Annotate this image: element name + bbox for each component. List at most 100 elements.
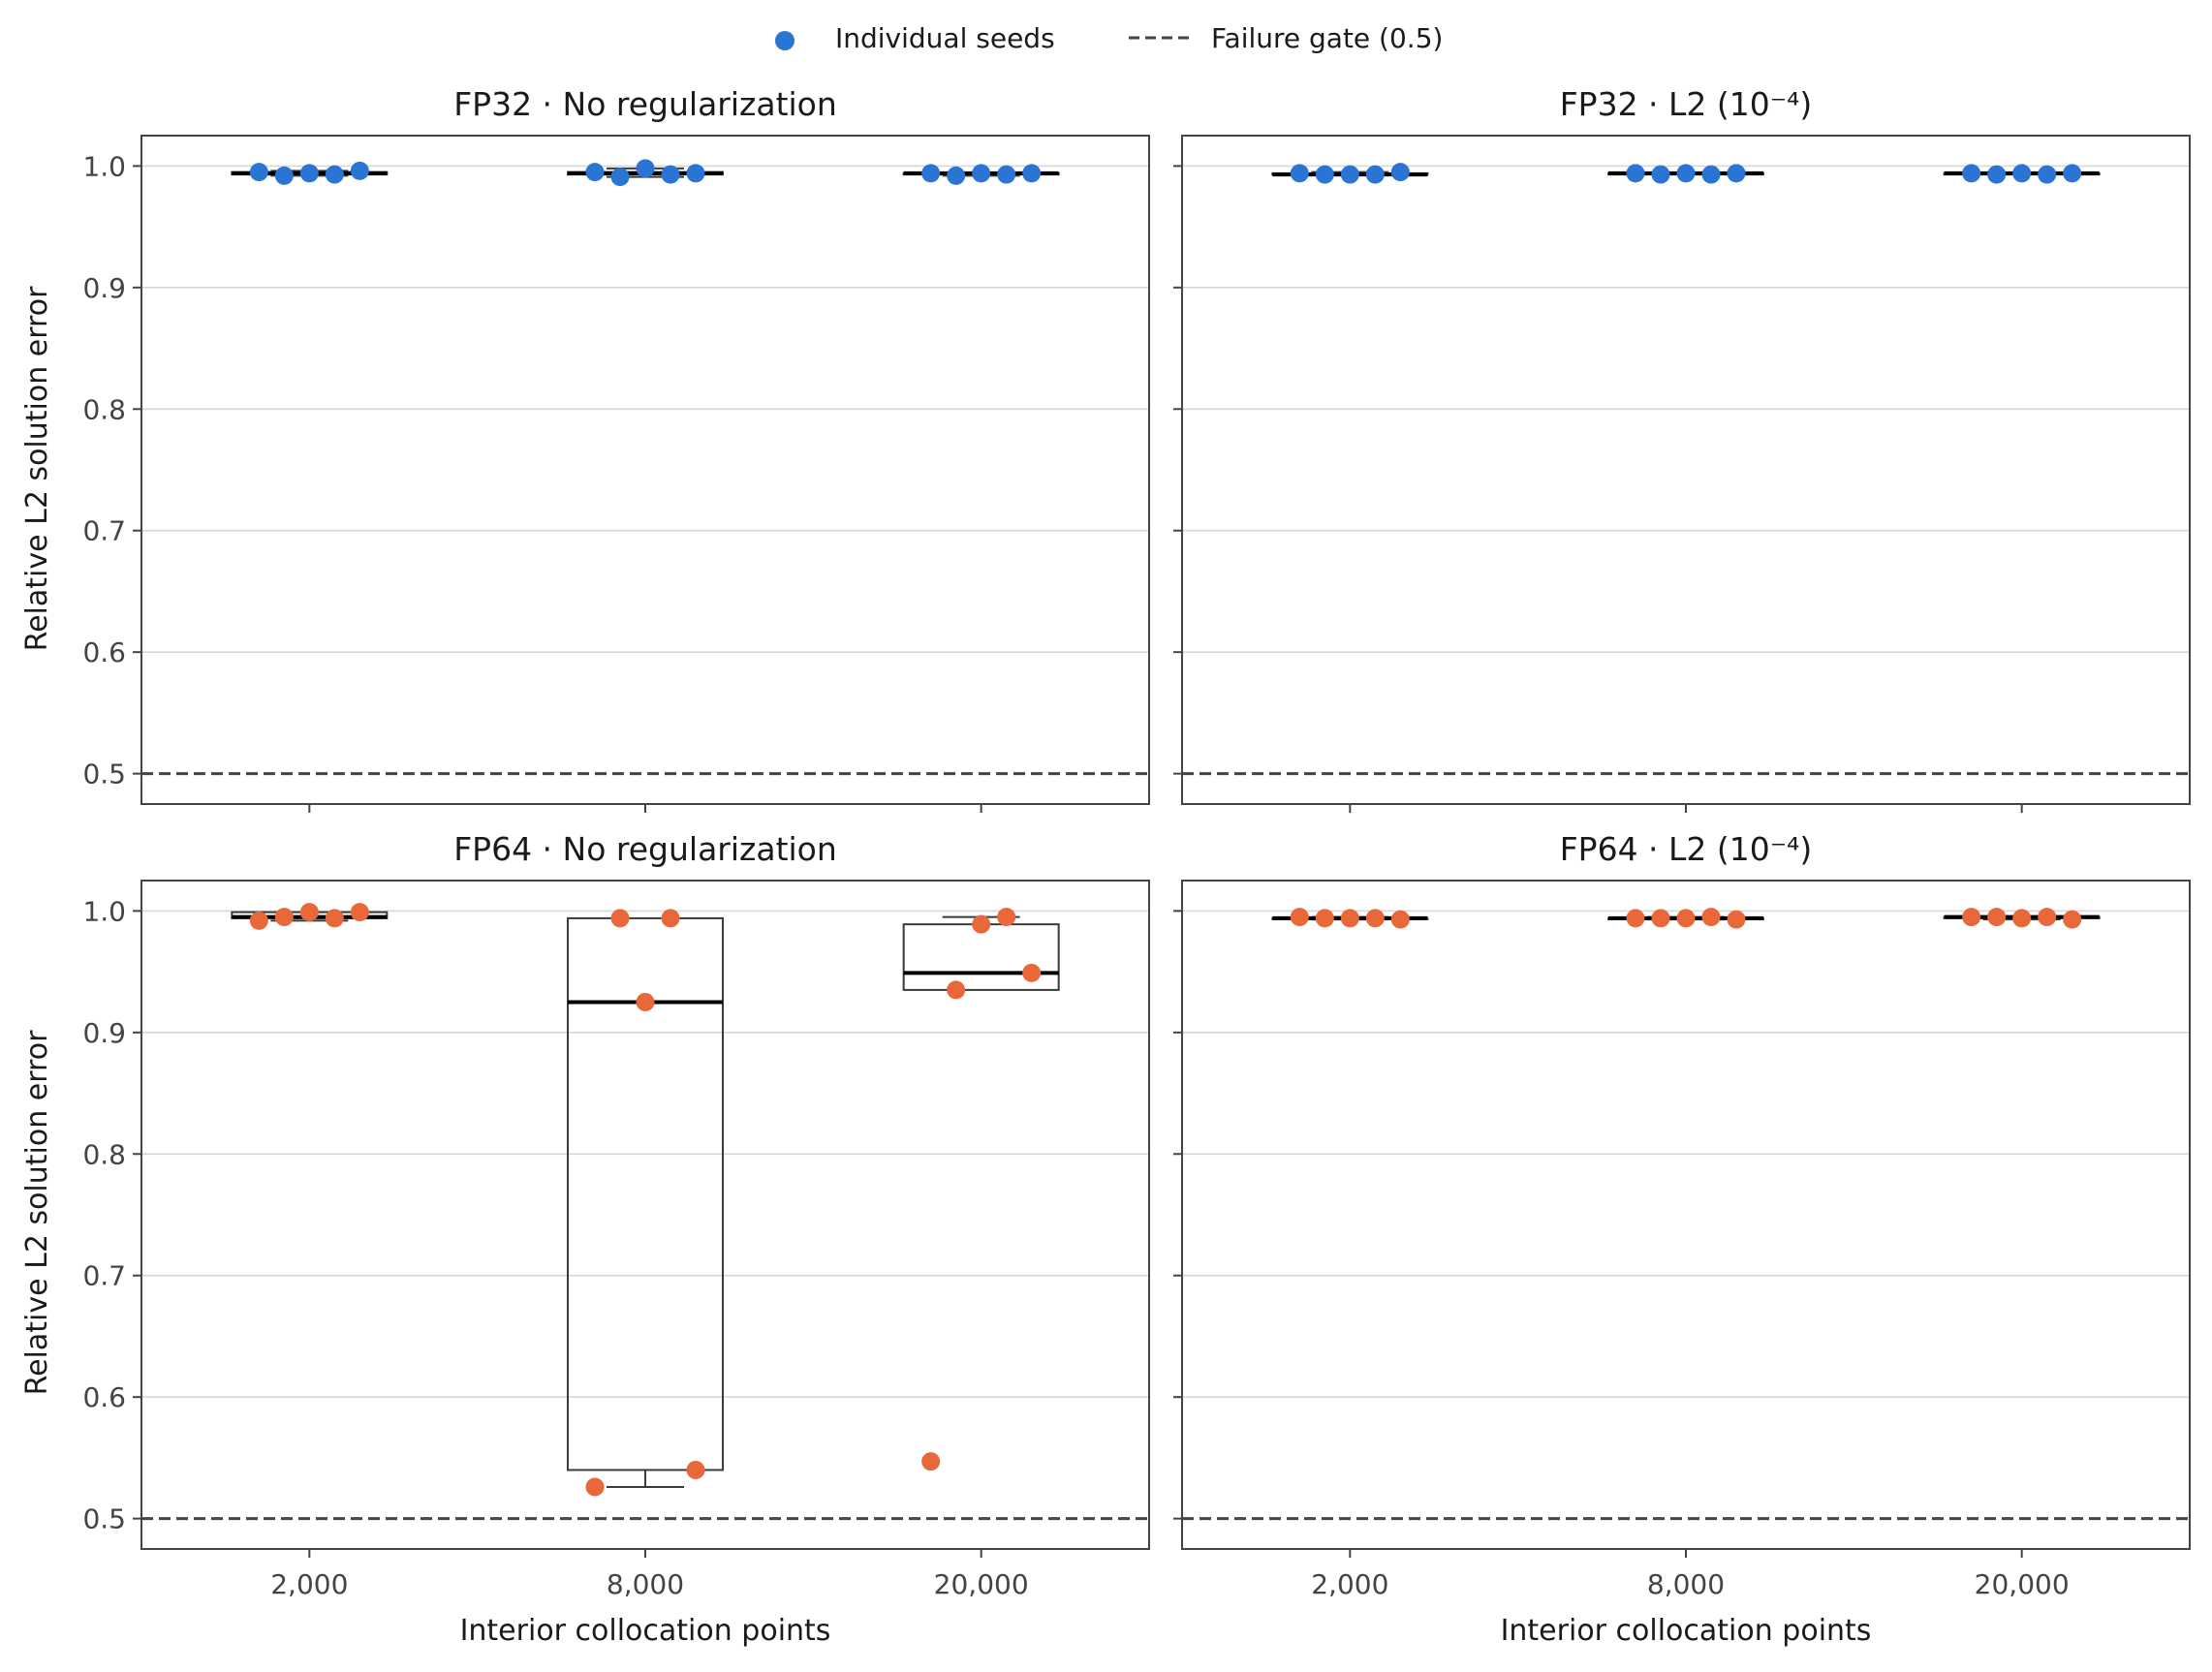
x-tick-label: 8,000 [1647, 1568, 1725, 1600]
panel-4: 2,000 8,000 20,000 [1173, 880, 2191, 1600]
seed-point [1727, 164, 1746, 183]
seed-point [2012, 909, 2032, 928]
seed-point [350, 903, 369, 922]
panel-frame [140, 135, 1150, 805]
seed-point [1962, 908, 1981, 927]
panel-title-fp64-none: FP64 · No regularization [453, 830, 837, 868]
legend: Individual seeds Failure gate (0.5) [775, 22, 1443, 54]
seed-point [947, 980, 966, 1000]
seed-point [1290, 164, 1309, 183]
y-tick-label: 0.9 [82, 272, 126, 304]
legend-gate-label: Failure gate (0.5) [1211, 22, 1443, 54]
seed-point [921, 1452, 941, 1471]
seed-point [636, 992, 655, 1011]
seed-point [997, 165, 1016, 184]
seed-point [2063, 910, 2082, 929]
seed-point [249, 163, 268, 182]
seed-point [1987, 165, 2007, 184]
legend-seeds-label: Individual seeds [835, 22, 1055, 54]
seed-point [1727, 910, 1746, 929]
panel-3: 0.5 0.6 0.7 0.8 0.9 1.0 2,000 8,000 20,000 [82, 880, 1150, 1600]
box-iqr [567, 916, 724, 1471]
y-tick-label: 0.5 [82, 759, 126, 790]
seed-point [1987, 908, 2007, 927]
seed-point [585, 1477, 605, 1497]
seed-point [1365, 909, 1385, 928]
y-tick-label: 0.5 [82, 1503, 126, 1535]
y-tick-label: 1.0 [82, 895, 126, 927]
seed-point [686, 164, 705, 183]
seed-point [1701, 908, 1721, 927]
y-tick-label: 0.6 [82, 1381, 126, 1413]
seed-point [299, 903, 319, 922]
x-axis-label-left: Interior collocation points [460, 1614, 831, 1648]
seed-point [1626, 164, 1645, 183]
y-tick-label: 0.7 [82, 515, 126, 547]
seed-point [947, 166, 966, 185]
seed-point [1315, 165, 1334, 184]
seed-point [610, 909, 630, 928]
seed-point [686, 1460, 705, 1479]
panel-1: 0.5 0.6 0.7 0.8 0.9 1.0 [82, 135, 1150, 813]
seed-point [1390, 910, 1410, 929]
legend-seed-marker [775, 31, 794, 50]
seed-point [1022, 164, 1042, 183]
x-tick-label: 2,000 [270, 1568, 348, 1600]
panel-title-fp32-l2: FP32 · L2 (10⁻⁴) [1560, 85, 1813, 123]
seed-point [1290, 908, 1309, 927]
seed-point [299, 164, 319, 183]
y-tick-label: 0.8 [82, 1138, 126, 1170]
seed-point [661, 165, 680, 184]
seed-point [325, 165, 344, 184]
seed-point [661, 909, 680, 928]
seed-point [1626, 909, 1645, 928]
seed-point [1315, 909, 1334, 928]
seed-point [997, 908, 1016, 927]
panel-2 [1173, 135, 2191, 813]
seed-point [636, 159, 655, 178]
y-tick-label: 0.8 [82, 393, 126, 425]
seed-point [249, 911, 268, 930]
seed-point [1676, 909, 1696, 928]
panel-title-fp32-none: FP32 · No regularization [453, 85, 837, 123]
seed-point [585, 163, 605, 182]
x-tick-label: 8,000 [607, 1568, 684, 1600]
seed-point [1651, 165, 1670, 184]
x-axis-label-right: Interior collocation points [1501, 1614, 1872, 1648]
x-tick-label: 20,000 [934, 1568, 1029, 1600]
seed-point [2038, 165, 2057, 184]
panel-frame [1181, 880, 2191, 1550]
seed-point [1022, 963, 1042, 982]
x-tick-label: 2,000 [1311, 1568, 1388, 1600]
chart-panels: 0.5 0.6 0.7 0.8 0.9 1.0 0.5 0.6 0.7 0.8 0.9 1.0 2,00… [82, 135, 2191, 1600]
seed-point [1340, 909, 1359, 928]
seed-point [325, 909, 344, 928]
y-tick-label: 0.7 [82, 1260, 126, 1292]
seed-point [610, 168, 630, 187]
seed-point [921, 164, 941, 183]
seed-point [972, 914, 991, 934]
seed-point [2038, 908, 2057, 927]
y-tick-label: 0.6 [82, 636, 126, 668]
panel-frame [140, 880, 1150, 1550]
seed-point [1390, 163, 1410, 182]
seed-point [274, 166, 294, 185]
seed-point [1340, 165, 1359, 184]
y-axis-label-top: Relative L2 solution error [20, 286, 54, 651]
seed-point [2063, 164, 2082, 183]
panel-frame [1181, 135, 2191, 805]
seed-point [1701, 165, 1721, 184]
x-tick-label: 20,000 [1975, 1568, 2070, 1600]
y-axis-label-bottom: Relative L2 solution error [20, 1030, 54, 1395]
seed-point [1651, 909, 1670, 928]
seed-point [1962, 164, 1981, 183]
seed-point [2012, 164, 2032, 183]
seed-point [274, 908, 294, 927]
seed-point [1365, 165, 1385, 184]
y-tick-label: 1.0 [82, 150, 126, 182]
seed-point [350, 161, 369, 180]
seed-point [972, 164, 991, 183]
panel-title-fp64-l2: FP64 · L2 (10⁻⁴) [1560, 830, 1813, 868]
seed-point [1676, 164, 1696, 183]
